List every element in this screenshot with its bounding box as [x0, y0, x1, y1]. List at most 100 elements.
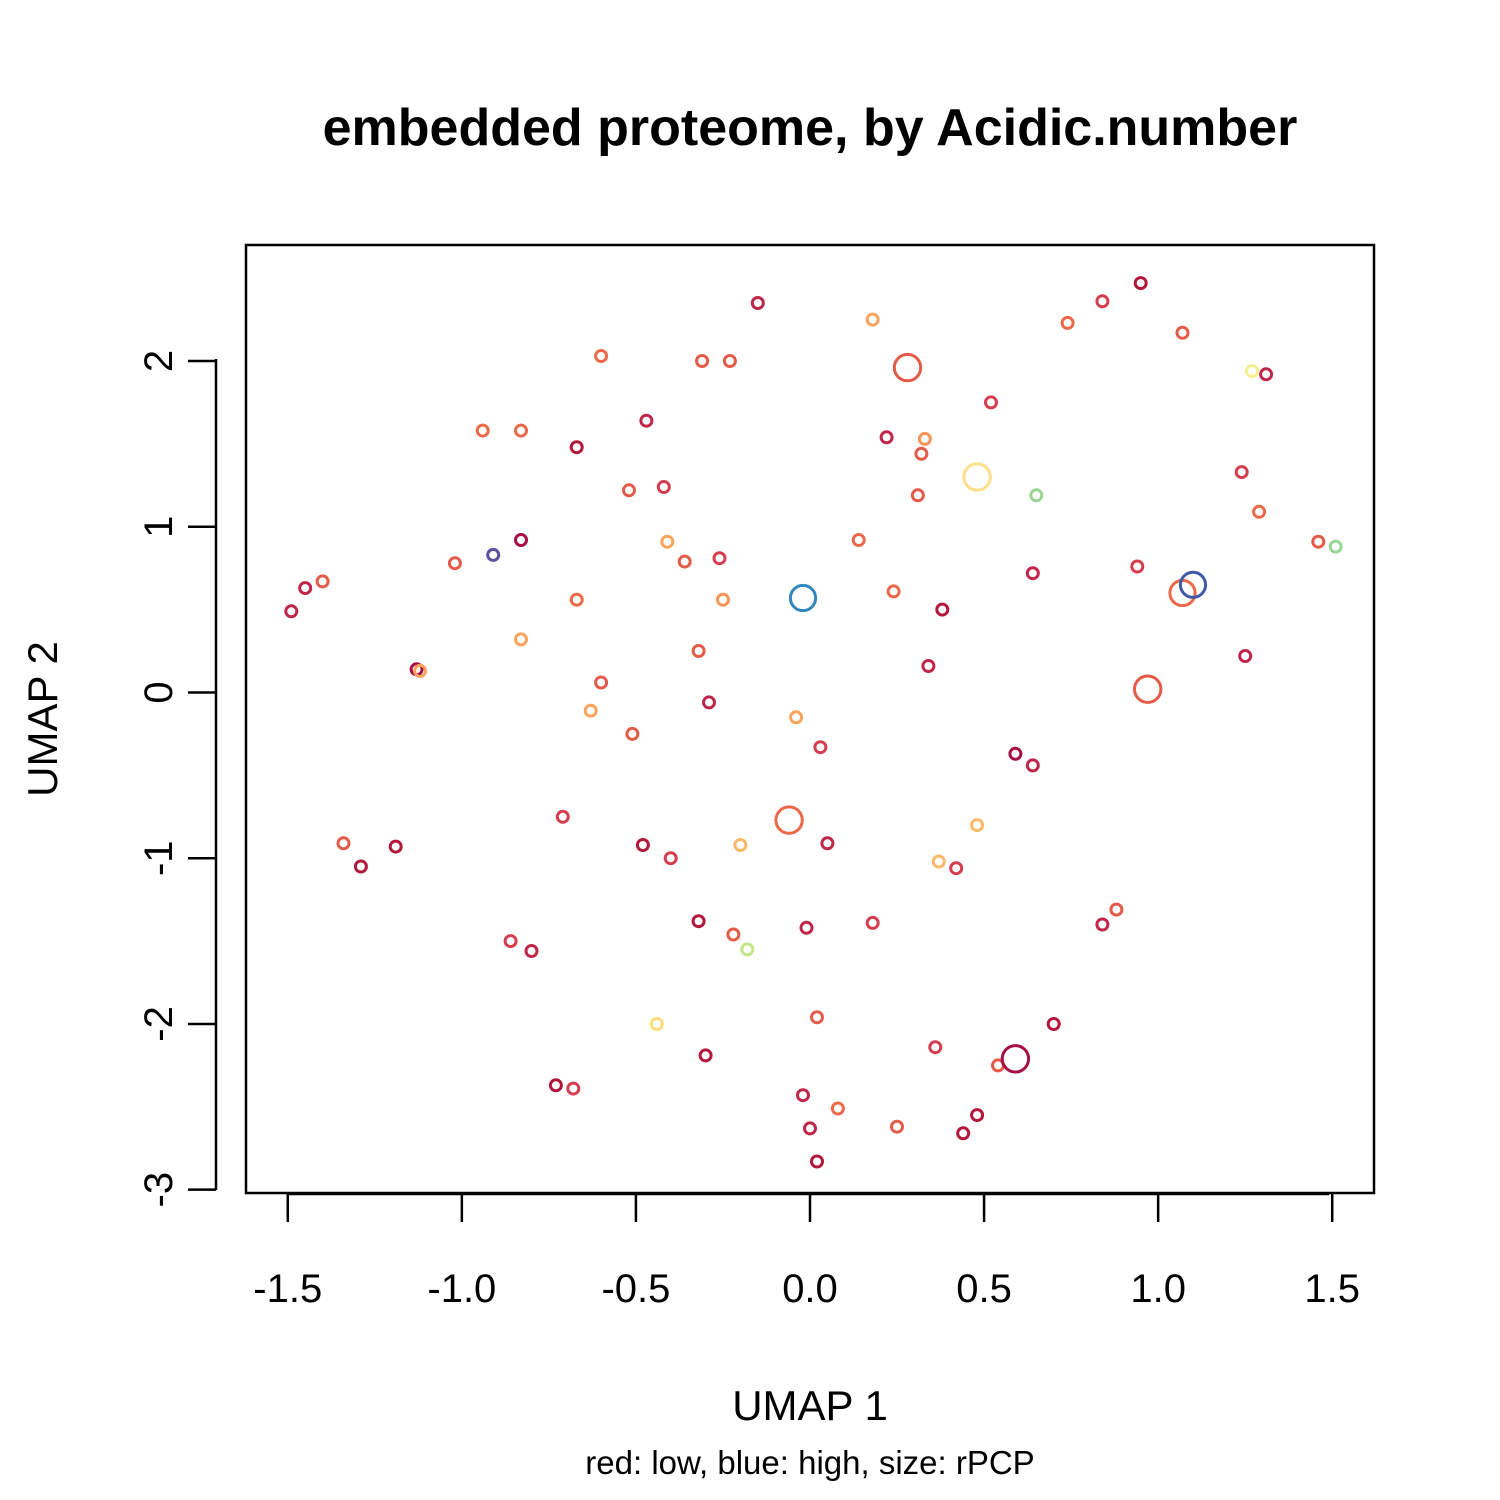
data-point-75 [503, 934, 518, 949]
y-tick-label-5: 2 [137, 350, 181, 372]
data-point-47 [1095, 294, 1110, 309]
data-point-12 [594, 349, 609, 363]
data-point-91 [548, 1078, 563, 1093]
data-point-98 [970, 1108, 985, 1123]
data-point-17 [625, 726, 640, 741]
data-point-89 [1000, 1044, 1031, 1074]
data-point-18 [639, 413, 654, 428]
data-point-93 [796, 1088, 810, 1103]
y-axis-title: UMAP 2 [19, 641, 66, 797]
x-tick-label-2: -0.5 [601, 1267, 670, 1311]
y-tick-label-1: -2 [137, 1006, 181, 1042]
data-point-53 [1178, 570, 1208, 599]
data-point-60 [1328, 539, 1343, 554]
x-tick-label-5: 1.0 [1130, 1267, 1186, 1311]
data-point-56 [1259, 367, 1274, 382]
data-point-39 [917, 431, 932, 446]
data-point-13 [569, 592, 584, 607]
data-point-72 [970, 818, 985, 833]
data-point-78 [726, 927, 741, 942]
data-point-96 [890, 1119, 904, 1134]
plot-frame [244, 243, 1376, 1195]
x-tick-label-4: 0.5 [956, 1267, 1012, 1311]
data-point-64 [555, 809, 570, 824]
data-point-31 [813, 740, 828, 755]
data-point-83 [1109, 902, 1124, 917]
data-point-49 [1175, 325, 1190, 340]
data-point-65 [635, 838, 650, 852]
data-point-35 [879, 430, 894, 445]
data-point-32 [851, 533, 866, 547]
data-point-19 [656, 480, 671, 494]
data-point-42 [962, 462, 992, 492]
data-point-22 [695, 354, 710, 368]
data-point-66 [663, 851, 678, 866]
data-point-94 [830, 1101, 845, 1116]
data-point-44 [1029, 488, 1044, 503]
x-tick-label-1: -1.0 [427, 1267, 496, 1311]
y-tick-label-0: -3 [137, 1172, 181, 1208]
data-point-0 [284, 604, 299, 619]
data-point-30 [788, 583, 818, 613]
data-point-48 [1133, 276, 1148, 291]
data-point-67 [733, 838, 748, 852]
data-point-1 [298, 581, 313, 596]
data-point-8 [475, 423, 490, 438]
data-point-97 [956, 1126, 971, 1141]
data-point-84 [649, 1017, 664, 1031]
data-point-54 [1234, 465, 1249, 480]
data-point-15 [583, 703, 598, 718]
data-point-70 [931, 854, 946, 869]
data-point-57 [1252, 504, 1267, 519]
data-point-24 [712, 551, 727, 566]
data-point-80 [799, 920, 814, 935]
data-point-87 [928, 1040, 943, 1055]
data-point-58 [1238, 649, 1253, 663]
data-point-61 [336, 836, 351, 851]
data-point-63 [388, 839, 403, 854]
x-tick-label-0: -1.5 [253, 1267, 322, 1311]
data-point-92 [566, 1081, 581, 1096]
data-point-38 [914, 446, 929, 461]
data-point-21 [677, 554, 692, 569]
data-point-85 [810, 1010, 824, 1025]
data-point-81 [865, 915, 880, 930]
data-point-55 [1245, 364, 1260, 378]
data-point-11 [569, 440, 584, 455]
data-point-71 [949, 861, 964, 876]
data-point-59 [1311, 534, 1326, 549]
x-axis-title: UMAP 1 [732, 1382, 888, 1429]
data-point-45 [1025, 566, 1040, 581]
data-point-23 [722, 354, 737, 368]
data-point-95 [803, 1121, 817, 1136]
data-point-68 [774, 805, 804, 835]
data-point-62 [353, 859, 368, 874]
data-point-28 [750, 296, 765, 310]
data-point-76 [524, 944, 539, 958]
data-point-74 [1025, 758, 1040, 773]
data-point-5 [447, 556, 462, 571]
data-point-7 [514, 533, 528, 547]
chart-subtitle: red: low, blue: high, size: rPCP [585, 1444, 1034, 1481]
data-point-99 [810, 1154, 824, 1169]
data-point-2 [315, 574, 330, 589]
data-point-46 [1060, 315, 1075, 330]
data-point-77 [691, 914, 706, 929]
y-axis: -3 -2 -1 0 1 2 [137, 350, 218, 1208]
x-axis: -1.5 -1.0 -0.5 0.0 0.5 1.0 1.5 [253, 1192, 1360, 1311]
data-point-43 [984, 395, 998, 410]
data-point-41 [935, 602, 950, 617]
data-point-82 [1095, 917, 1110, 932]
data-point-27 [702, 695, 716, 710]
x-tick-label-6: 1.5 [1304, 1267, 1360, 1311]
data-point-6 [486, 547, 501, 562]
data-point-79 [740, 942, 755, 957]
data-point-90 [1046, 1017, 1061, 1031]
data-point-37 [910, 488, 925, 503]
data-point-51 [1133, 674, 1163, 704]
data-points [284, 276, 1343, 1169]
y-tick-label-4: 1 [137, 516, 181, 538]
data-point-29 [789, 710, 804, 725]
x-tick-label-3: 0.0 [782, 1267, 838, 1311]
